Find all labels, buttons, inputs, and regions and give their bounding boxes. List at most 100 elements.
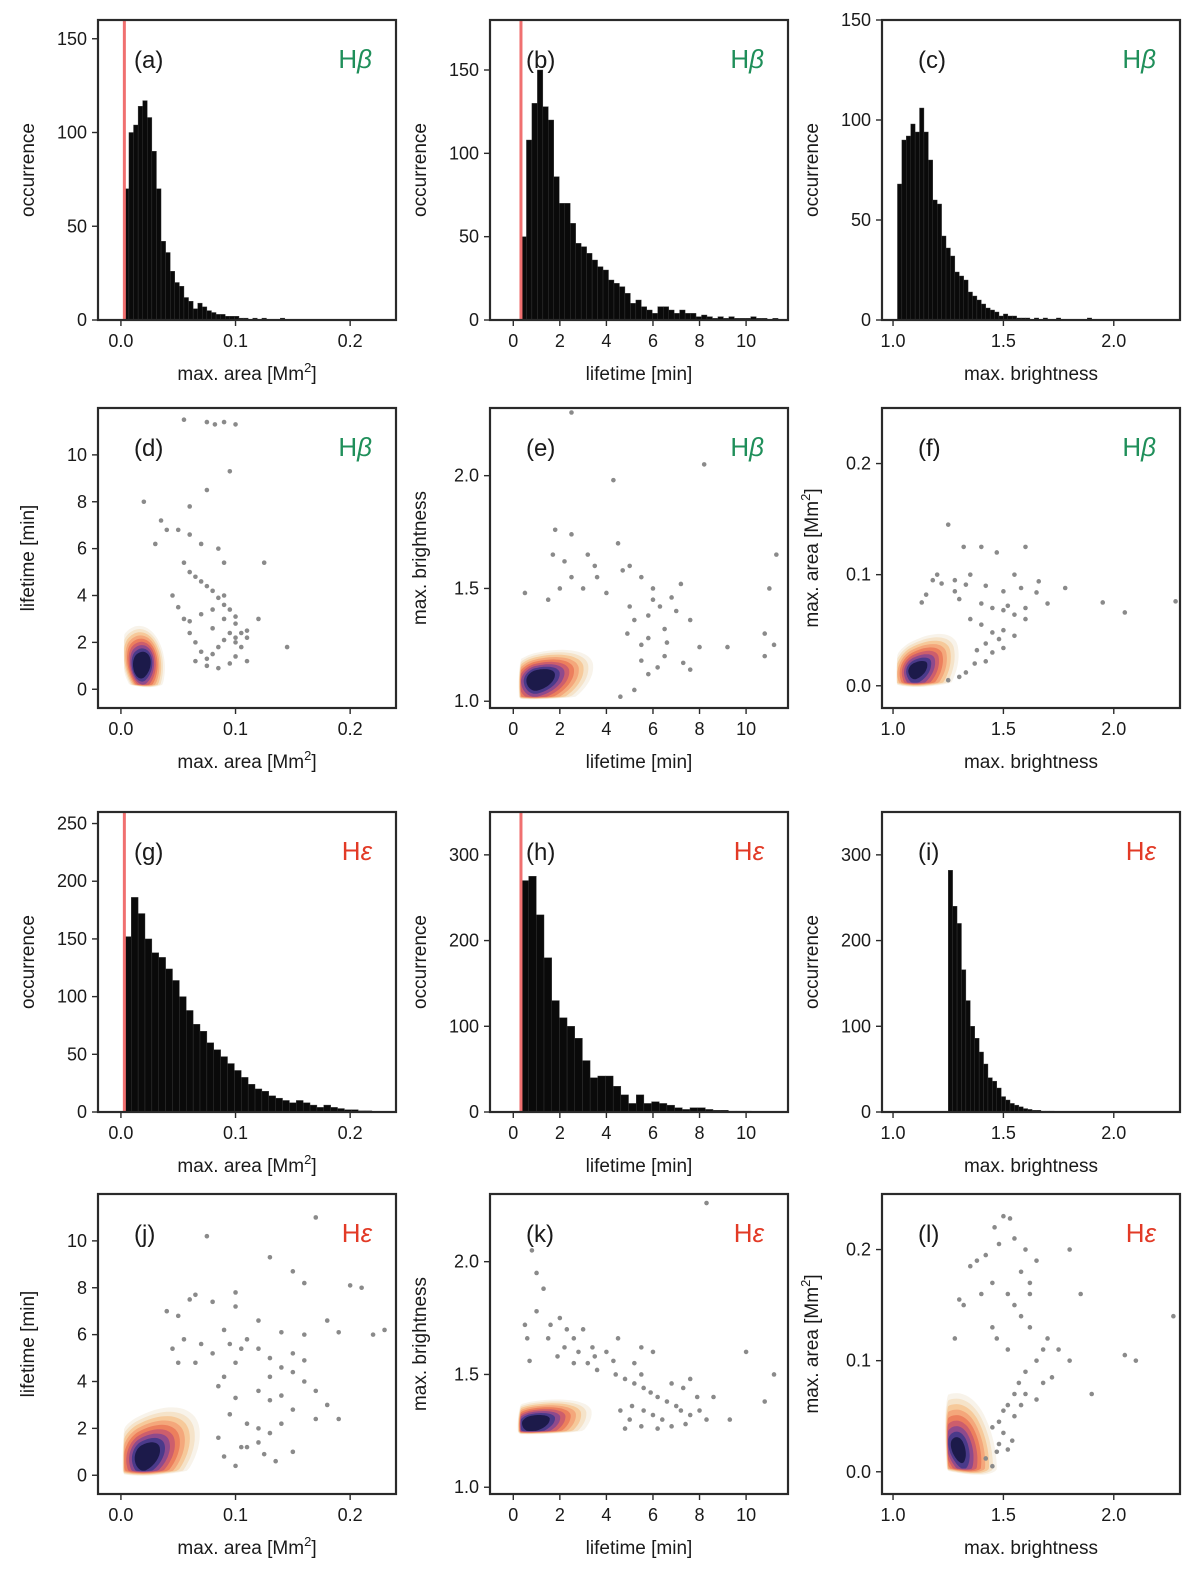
histogram-bar: [551, 1000, 560, 1112]
histogram-bar: [919, 107, 925, 320]
y-tick-label: 50: [851, 210, 871, 230]
scatter-point: [541, 1286, 546, 1292]
scatter-point: [210, 588, 215, 594]
x-tick-label: 1.5: [991, 1123, 1016, 1143]
histogram-bar: [679, 309, 686, 320]
histogram-bar: [302, 1102, 311, 1112]
x-axis-label-text: lifetime [min]: [586, 364, 693, 385]
histogram-bar: [910, 123, 916, 320]
scatter-point: [261, 560, 267, 565]
x-axis-label-suffix: ]: [311, 1538, 316, 1559]
scatter-point: [198, 649, 204, 655]
scatter-point: [141, 499, 147, 505]
x-axis-label: lifetime [min]: [586, 364, 693, 385]
y-axis-label-text: occurrence: [18, 915, 39, 1009]
scatter-point: [979, 601, 984, 606]
panel-label: (c): [918, 47, 946, 74]
histogram-bar: [275, 1097, 283, 1112]
x-tick-label: 0.0: [108, 719, 133, 739]
scatter-point: [279, 1365, 284, 1370]
panel-label: (l): [918, 1221, 939, 1248]
x-tick-label: 1.5: [991, 331, 1016, 351]
scatter-point: [267, 1254, 273, 1260]
scatter-point: [212, 422, 218, 427]
plot-area: [897, 107, 1092, 320]
histogram-bar: [559, 203, 565, 320]
scatter-point: [604, 1349, 609, 1355]
x-axis-label-text: max. area [Mm: [177, 752, 304, 773]
y-tick-label: 2: [77, 632, 87, 652]
scatter-point: [762, 631, 768, 636]
scatter-point: [990, 1325, 995, 1330]
scatter-point: [210, 607, 215, 612]
axes-frame: [488, 810, 790, 1114]
histogram-bar: [635, 299, 642, 320]
scatter-point: [347, 1283, 353, 1288]
scatter-point: [1001, 589, 1006, 594]
scatter-point: [569, 574, 574, 580]
histogram-bar: [542, 106, 549, 320]
scatter-point: [170, 1346, 175, 1351]
scatter-point: [1122, 1352, 1128, 1358]
scatter-point: [302, 1332, 307, 1337]
scatter-point: [233, 1304, 238, 1309]
scatter-point: [627, 1417, 632, 1422]
scatter-point: [1045, 1336, 1050, 1341]
y-axis-label-text: occurrence: [410, 915, 431, 1009]
spectral-line-prefix: H: [338, 432, 357, 462]
x-tick-label: 2: [555, 1123, 565, 1143]
scatter-point: [324, 1402, 330, 1408]
scatter-point: [1012, 633, 1017, 639]
scatter-point: [267, 1397, 273, 1403]
x-tick-label: 2: [555, 331, 565, 351]
scatter-point: [627, 604, 632, 609]
axes-frame: [880, 1192, 1182, 1496]
scatter-point: [1040, 1347, 1046, 1352]
scatter-point: [592, 563, 598, 569]
scatter-point: [673, 1403, 679, 1409]
scatter-point: [680, 1385, 686, 1391]
scatter-point: [193, 1360, 198, 1366]
spectral-line-label: Hβ: [338, 432, 372, 462]
y-tick-label: 1.5: [454, 1364, 479, 1384]
scatter-point: [221, 1374, 227, 1380]
panel-c: 1.0 1.5 2.0 0 50 100 150 max. brightness occurre…: [802, 10, 1182, 385]
scatter-point: [639, 658, 644, 663]
histogram-bar: [923, 131, 929, 320]
spectral-line-prefix: H: [1126, 1218, 1145, 1248]
histogram-bar: [241, 1077, 249, 1112]
histogram-bar: [192, 1024, 201, 1112]
scatter-point: [244, 658, 250, 664]
x-axis-label: max. area [Mm2]: [177, 748, 316, 773]
scatter-point: [646, 635, 651, 641]
scatter-point: [963, 670, 969, 675]
y-axis-label: occurrence: [802, 123, 823, 217]
spectral-line-label: Hε: [734, 836, 765, 866]
scatter-point: [632, 617, 637, 623]
scatter-point: [762, 653, 768, 659]
histogram-bar: [179, 996, 187, 1112]
scatter-point: [569, 410, 574, 415]
spectral-line-symbol: ε: [1145, 1218, 1157, 1248]
y-tick-label: 1.0: [454, 1477, 479, 1497]
axes-frame: [880, 810, 1182, 1114]
scatter-point: [175, 604, 181, 610]
scatter-point: [557, 586, 563, 591]
scatter-point: [552, 527, 558, 533]
scatter-point: [673, 608, 679, 614]
scatter-point: [956, 674, 962, 680]
histogram-bar: [137, 913, 146, 1112]
scatter-point: [216, 644, 221, 650]
scatter-point: [233, 422, 238, 427]
y-tick-label: 6: [77, 539, 87, 559]
scatter-point: [1001, 627, 1006, 633]
scatter-point: [1012, 1236, 1017, 1241]
histogram-bar: [137, 106, 143, 320]
x-tick-label: 10: [736, 1505, 756, 1525]
scatter-point: [336, 1329, 341, 1335]
scatter-point: [743, 1349, 749, 1355]
y-tick-label: 0: [77, 1102, 87, 1122]
scatter-point: [193, 1292, 198, 1298]
